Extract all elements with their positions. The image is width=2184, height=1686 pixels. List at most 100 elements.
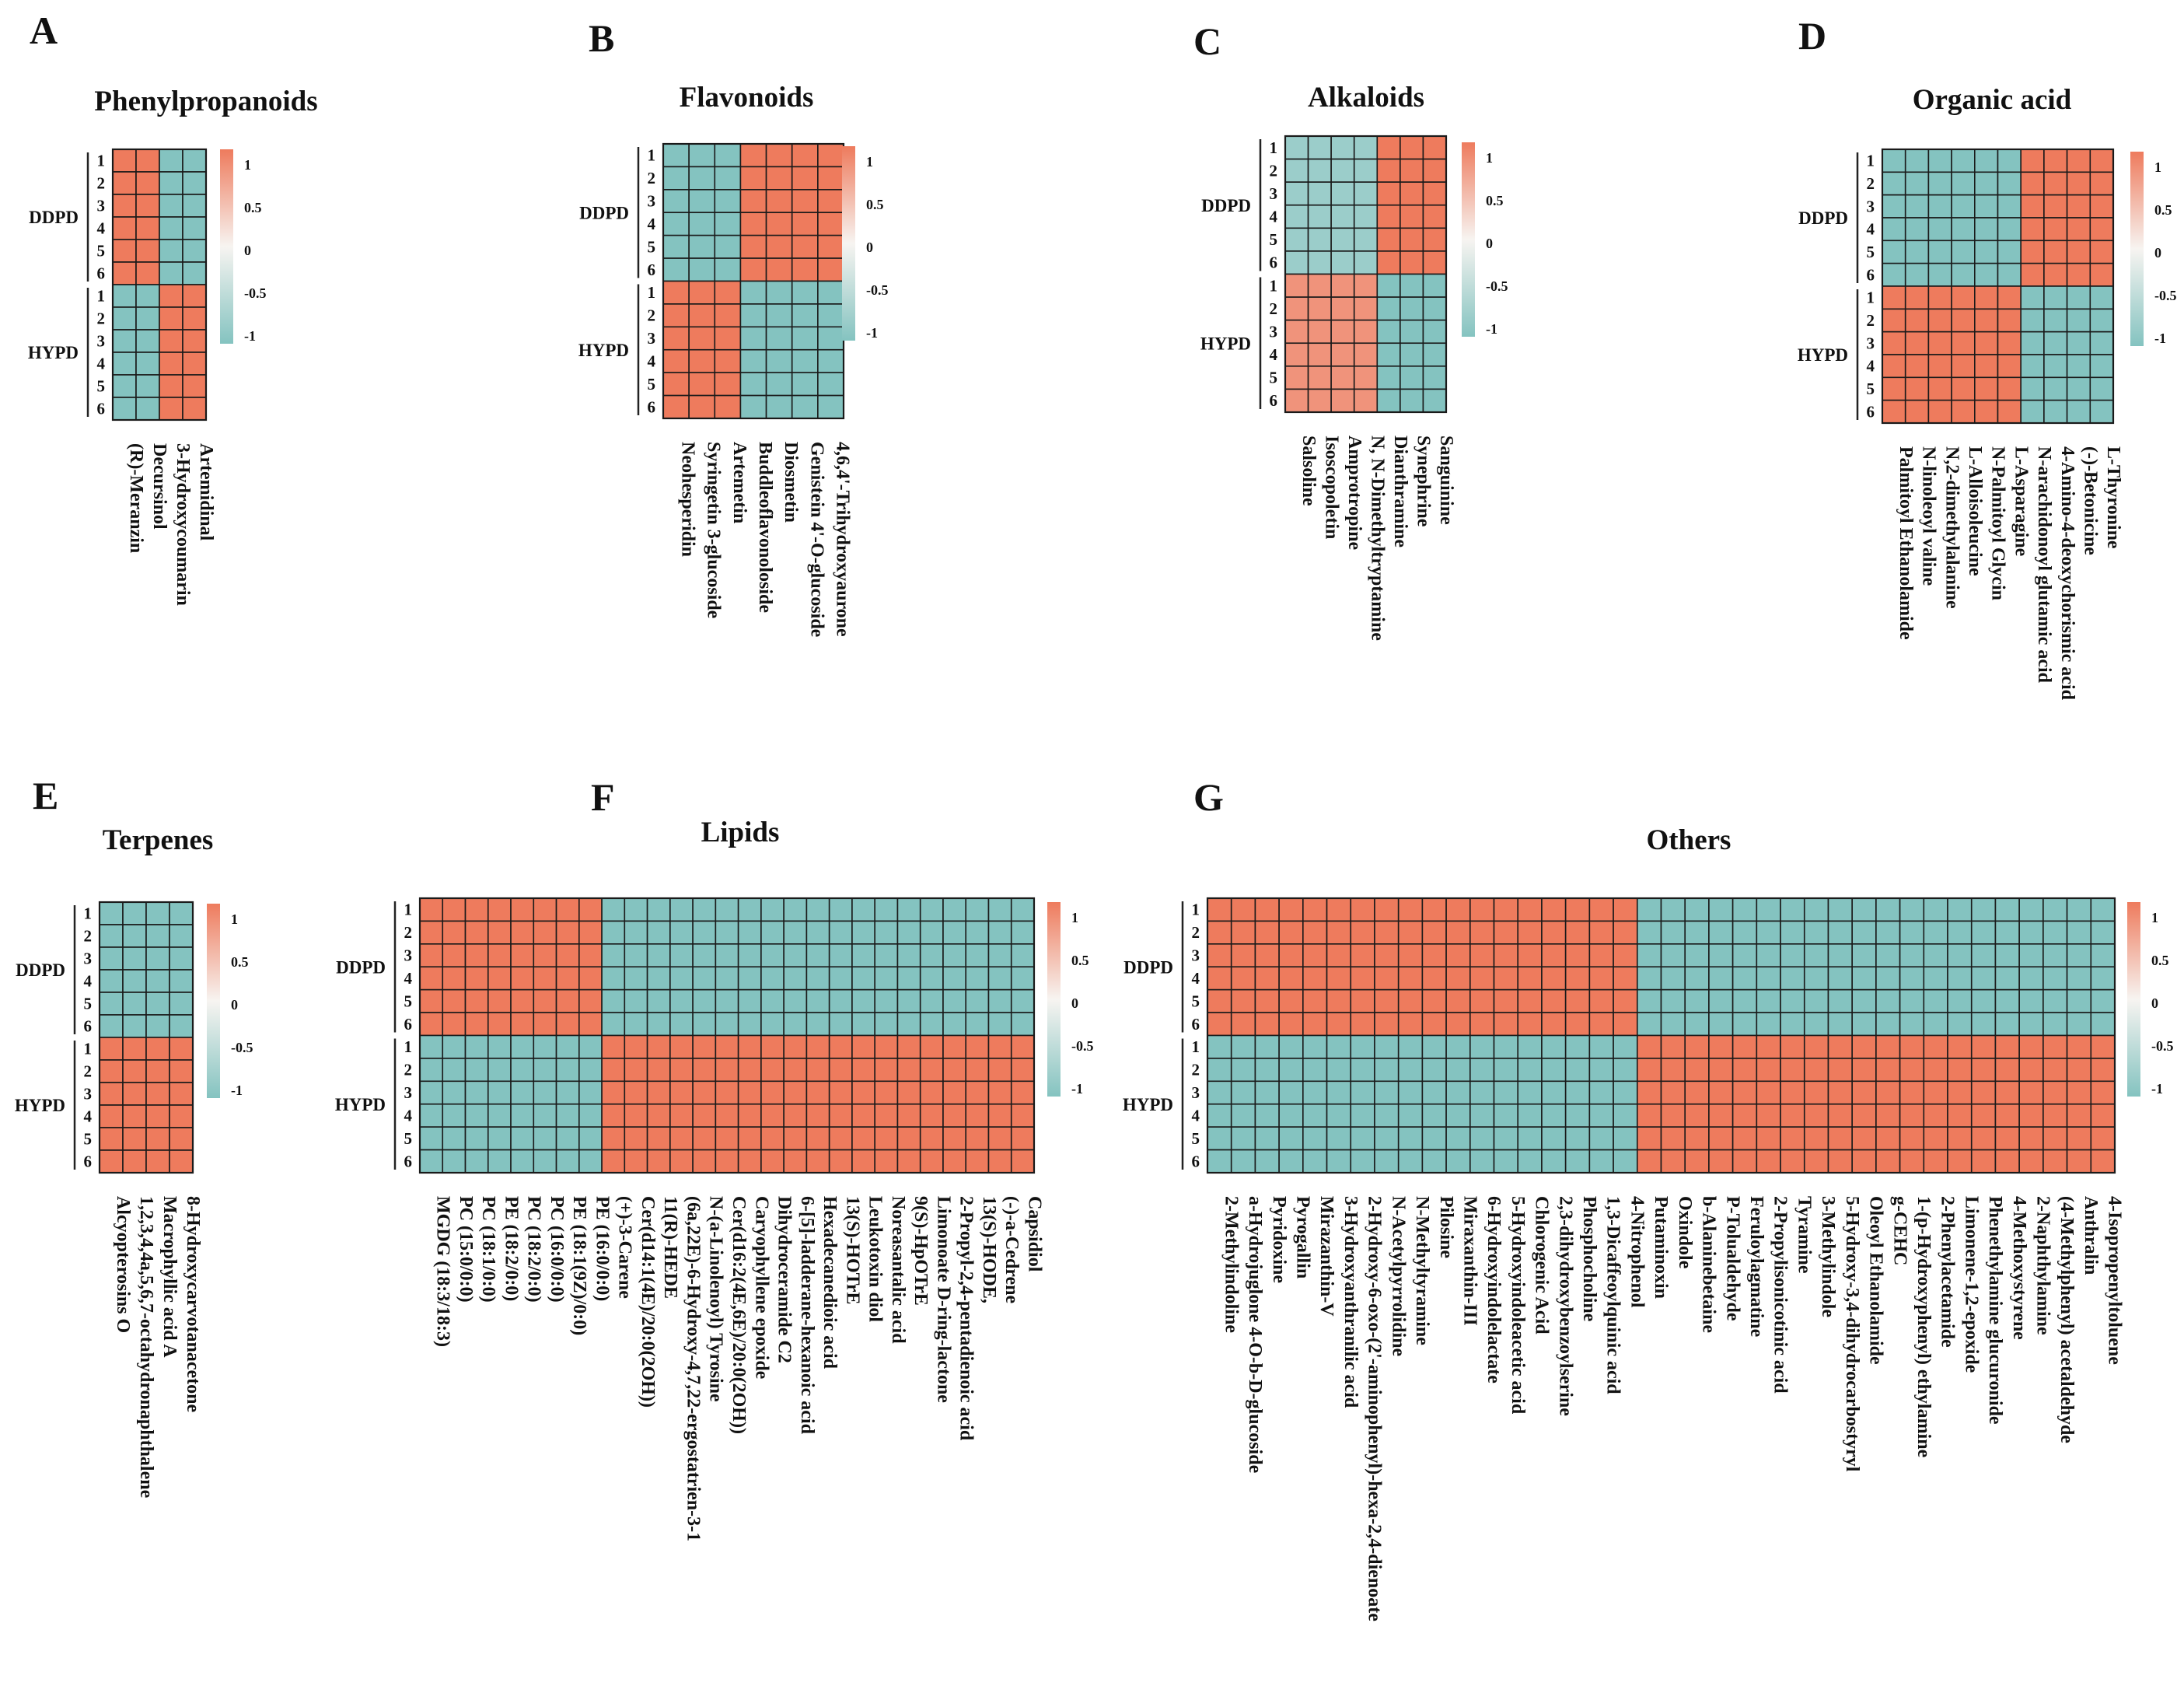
heatmap-cell bbox=[1827, 1058, 1853, 1083]
heatmap-cell bbox=[1207, 988, 1232, 1013]
heatmap-cell bbox=[2020, 308, 2045, 333]
heatmap-cell bbox=[2018, 1149, 2044, 1174]
heatmap-cell bbox=[1284, 319, 1309, 345]
heatmap-border bbox=[98, 901, 194, 1174]
heatmap-cell bbox=[1613, 966, 1638, 991]
row-label: 1 bbox=[84, 1040, 93, 1058]
heatmap-cell bbox=[896, 897, 921, 922]
heatmap-cell bbox=[965, 988, 990, 1013]
heatmap-cell bbox=[1974, 376, 1999, 401]
column-label: 2-Naphthylamine bbox=[2033, 1196, 2053, 1335]
heatmap-cell bbox=[828, 966, 853, 991]
row-label: 3 bbox=[1192, 946, 1200, 965]
heatmap-cell bbox=[1731, 1103, 1758, 1128]
color-legend-bar bbox=[1462, 142, 1475, 337]
heatmap-cell bbox=[1541, 943, 1567, 968]
column-label: P-Tolualdehyde bbox=[1722, 1196, 1742, 1321]
column-label: Leukotoxin diol bbox=[865, 1196, 886, 1322]
heatmap-cell bbox=[1827, 897, 1853, 922]
heatmap-cell bbox=[1010, 1080, 1035, 1105]
heatmap-cell bbox=[1947, 897, 1973, 922]
heatmap-cell bbox=[99, 1059, 124, 1083]
heatmap-cell bbox=[1613, 1034, 1638, 1059]
heatmap-cell bbox=[1994, 897, 2020, 922]
heatmap-cell bbox=[851, 966, 875, 991]
column-label: (-)-Betonicine bbox=[2080, 446, 2100, 555]
row-label: 4 bbox=[1867, 220, 1875, 239]
heatmap-cell bbox=[1827, 1149, 1853, 1174]
heatmap-cell bbox=[715, 1058, 739, 1083]
row-label: 5 bbox=[97, 377, 106, 396]
column-label: Noreasantalic acid bbox=[888, 1196, 908, 1344]
panel-letter: E bbox=[33, 774, 58, 817]
heatmap-cell bbox=[533, 943, 557, 968]
heatmap-cell bbox=[1307, 227, 1332, 252]
heatmap-cell bbox=[760, 1103, 784, 1128]
heatmap-cell bbox=[464, 1012, 489, 1037]
heatmap-cell bbox=[1302, 1012, 1328, 1037]
heatmap-cell bbox=[419, 1149, 444, 1174]
column-label: Capsidiol bbox=[1024, 1196, 1044, 1272]
heatmap-cell bbox=[791, 303, 819, 328]
heatmap-cell bbox=[662, 166, 690, 191]
heatmap-cell bbox=[1302, 988, 1328, 1013]
row-label: 4 bbox=[648, 352, 656, 370]
heatmap-cell bbox=[1923, 920, 1948, 945]
heatmap-cell bbox=[1307, 204, 1332, 229]
heatmap-cell bbox=[669, 1126, 694, 1151]
heatmap-cell bbox=[1970, 1012, 1997, 1037]
legend-tick-label: 0.5 bbox=[1486, 193, 1504, 208]
heatmap-cell bbox=[1493, 920, 1519, 945]
heatmap-cell bbox=[692, 1103, 717, 1128]
heatmap-cell bbox=[1803, 897, 1829, 922]
heatmap-cell bbox=[791, 326, 819, 351]
heatmap-cell bbox=[1421, 1058, 1447, 1083]
heatmap-cell bbox=[112, 239, 137, 263]
heatmap-cell bbox=[159, 216, 183, 240]
heatmap-cell bbox=[464, 1126, 489, 1151]
heatmap-cell bbox=[2066, 1103, 2092, 1128]
heatmap-cell bbox=[2043, 171, 2068, 196]
heatmap-cell bbox=[1207, 1126, 1232, 1151]
heatmap-cell bbox=[1445, 920, 1471, 945]
heatmap-cell bbox=[662, 234, 690, 259]
heatmap-cell bbox=[646, 943, 671, 968]
heatmap-cell bbox=[578, 1103, 603, 1128]
heatmap-cell bbox=[715, 966, 739, 991]
heatmap-cell bbox=[2089, 240, 2114, 264]
column-label: Isoscopoletin bbox=[1321, 435, 1341, 539]
heatmap-cell bbox=[688, 257, 716, 282]
heatmap-cell bbox=[1302, 1103, 1328, 1128]
heatmap-cell bbox=[1326, 1080, 1352, 1105]
heatmap-cell bbox=[828, 1103, 853, 1128]
heatmap-cell bbox=[1330, 388, 1355, 413]
legend-tick-label: 0 bbox=[866, 240, 873, 255]
heatmap-cell bbox=[487, 897, 512, 922]
panel-letter: C bbox=[1193, 19, 1221, 63]
legend-tick-label: -1 bbox=[244, 328, 256, 344]
heatmap-cell bbox=[135, 397, 160, 421]
heatmap-cell bbox=[851, 1034, 875, 1059]
heatmap-cell bbox=[1947, 1149, 1973, 1174]
heatmap-cell bbox=[2090, 1149, 2116, 1174]
row-label: 4 bbox=[1270, 345, 1278, 364]
heatmap-cell bbox=[419, 1126, 444, 1151]
heatmap-cell bbox=[1517, 988, 1543, 1013]
heatmap-cell bbox=[1684, 1126, 1710, 1151]
heatmap-cell bbox=[1307, 296, 1332, 321]
column-label: 2-Phenylacetamide bbox=[1938, 1196, 1958, 1348]
heatmap-cell bbox=[1923, 1080, 1948, 1105]
heatmap-cell bbox=[739, 257, 767, 282]
heatmap-cell bbox=[662, 348, 690, 373]
heatmap-cell bbox=[1613, 897, 1638, 922]
heatmap-cell bbox=[1400, 181, 1424, 206]
heatmap-cell bbox=[1445, 1126, 1471, 1151]
heatmap-cell bbox=[2042, 1058, 2068, 1083]
heatmap-cell bbox=[646, 1012, 671, 1037]
heatmap-cell bbox=[182, 374, 207, 398]
heatmap-cell bbox=[2089, 399, 2114, 424]
heatmap-cell bbox=[662, 143, 690, 168]
row-label: 1 bbox=[404, 901, 413, 919]
heatmap-cell bbox=[987, 1149, 1012, 1174]
